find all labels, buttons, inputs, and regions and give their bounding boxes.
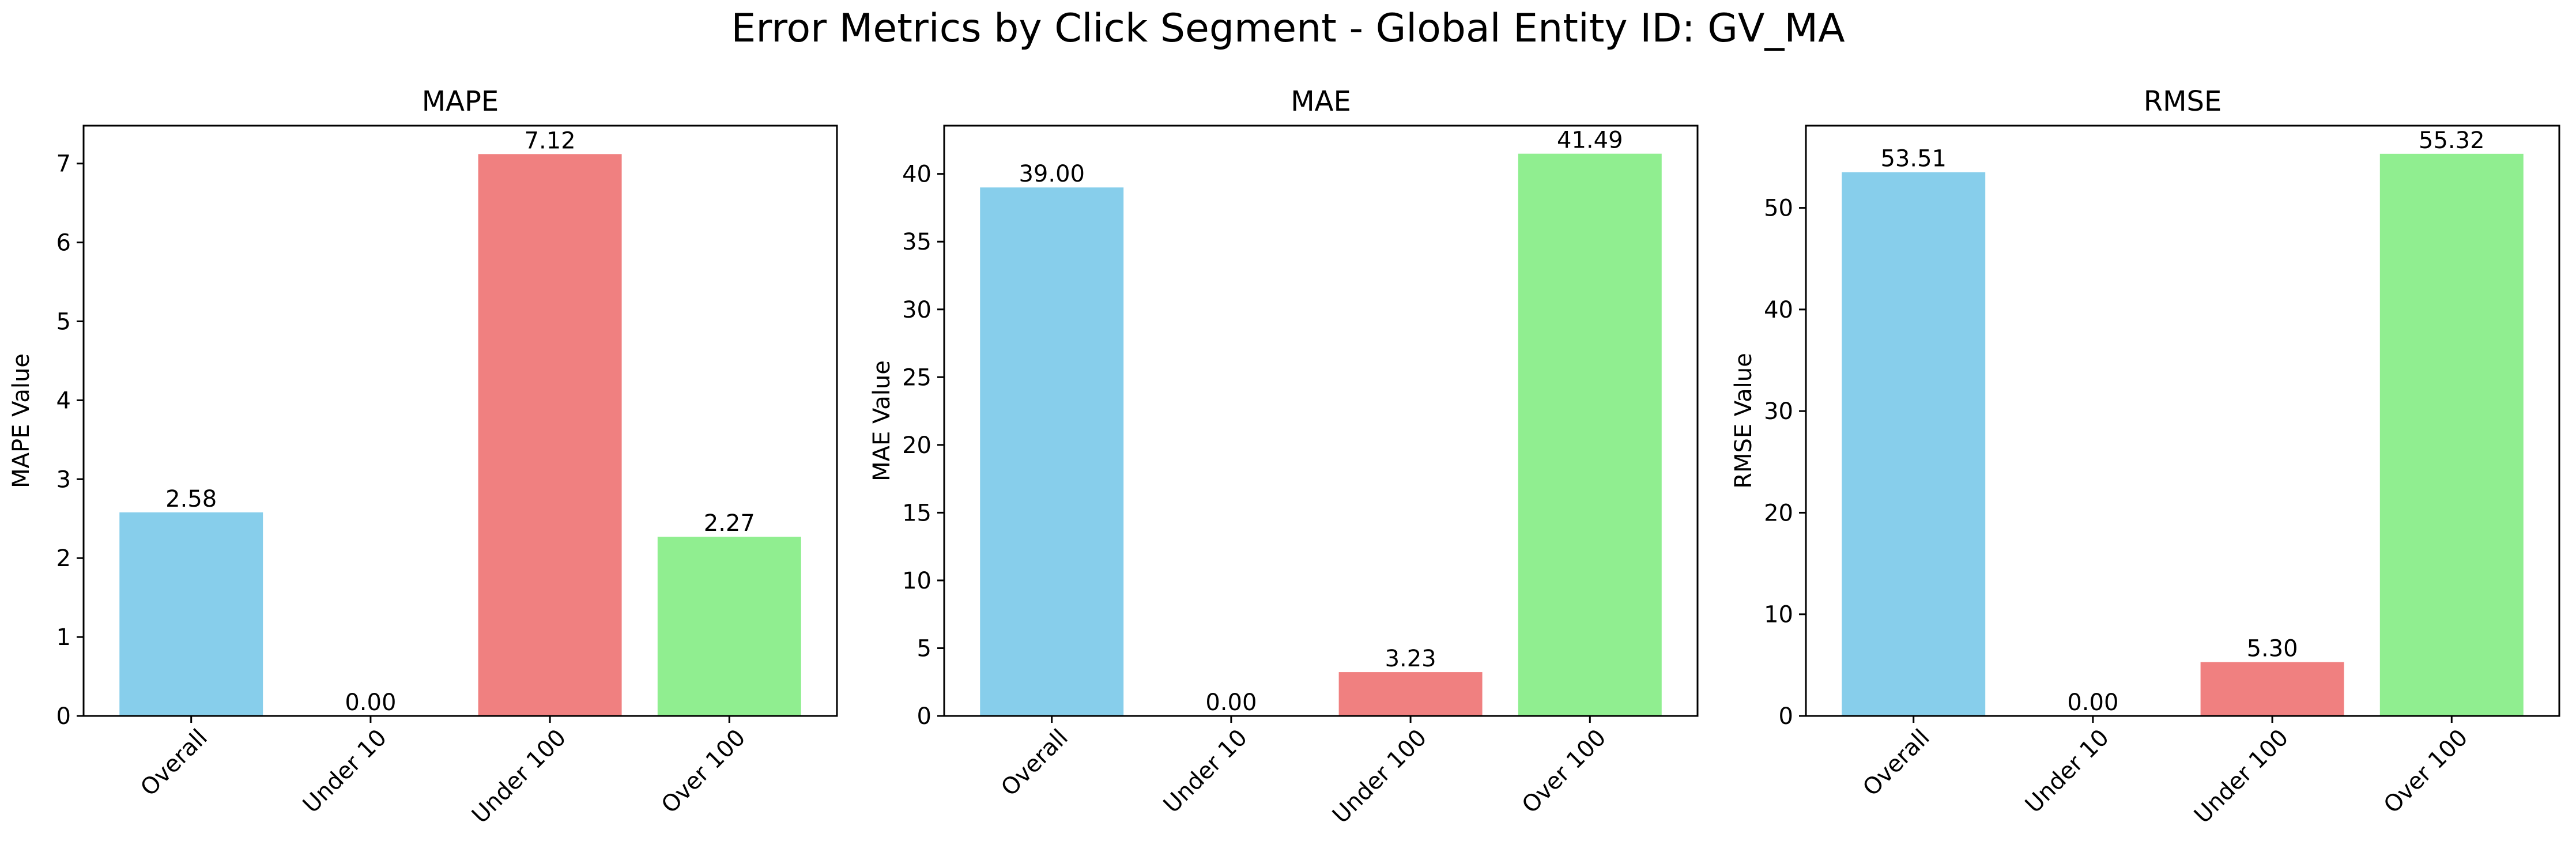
chart-rmse-title: RMSE [2144,85,2222,118]
chart-mape-value-label: 2.58 [165,486,217,512]
chart-mae-y-tick-label: 0 [917,703,931,730]
chart-rmse-bar [2379,153,2524,716]
chart-mae-y-tick-label: 25 [902,364,931,391]
chart-mae-y-tick-label: 10 [902,568,931,594]
chart-mae-x-tick-label: Overall [996,725,1073,802]
chart-rmse-x-tick-label: Overall [1858,725,1935,802]
chart-mae-axes-frame [943,125,1699,717]
chart-mae-value-label: 39.00 [1019,161,1085,187]
chart-mae-title: MAE [1291,85,1351,118]
chart-mape-x-tick-label: Under 100 [467,725,571,829]
chart-mape-value-label: 0.00 [345,689,396,716]
chart-mape-x-tick-label: Under 10 [298,725,392,819]
chart-mape-bar [119,512,263,716]
chart-rmse-value-label: 55.32 [2419,127,2485,154]
chart-mape-value-label: 2.27 [704,510,755,537]
chart-rmse-y-tick-label: 20 [1764,500,1793,526]
chart-mae-y-tick-label: 5 [917,635,931,662]
chart-rmse-x-tick-label: Over 100 [2379,725,2473,819]
chart-mape-y-tick-label: 3 [56,466,71,493]
chart-mape-axes-frame [82,125,838,717]
chart-mae-y-tick-label: 40 [902,161,931,188]
chart-mae-value-label: 41.49 [1557,127,1623,154]
chart-mae-y-axis-label: MAE Value [869,360,895,481]
chart-mae-y-tick-label: 15 [902,500,931,526]
figure-title: Error Metrics by Click Segment - Global … [731,6,1845,51]
chart-rmse-value-label: 0.00 [2067,689,2118,716]
chart-rmse-y-tick-label: 40 [1764,297,1793,323]
chart-rmse-value-label: 5.30 [2247,636,2298,662]
chart-mae-value-label: 3.23 [1385,646,1436,672]
chart-rmse-y-axis-label: RMSE Value [1730,353,1757,489]
chart-rmse-axes-frame [1805,125,2560,717]
chart-mae-bar [1338,672,1483,716]
chart-rmse-x-tick-label: Under 100 [2189,725,2294,829]
chart-mape-y-tick-label: 6 [56,230,71,257]
chart-rmse-y-tick-label: 30 [1764,398,1793,425]
chart-mape-y-tick-label: 7 [56,151,71,178]
chart-rmse-bar [1842,172,1986,716]
chart-mae-y-tick-label: 30 [902,297,931,323]
chart-mae-y-tick-label: 20 [902,432,931,459]
chart-rmse-value-label: 53.51 [1880,146,1947,172]
chart-mape-y-tick-label: 5 [56,309,71,335]
chart-mae-x-tick-label: Under 100 [1327,725,1432,829]
chart-mae-x-tick-label: Over 100 [1517,725,1612,819]
chart-mape-y-axis-label: MAPE Value [8,353,35,488]
chart-mape-title: MAPE [422,85,499,118]
chart-mae-value-label: 0.00 [1205,689,1257,716]
chart-rmse-y-tick-label: 10 [1764,602,1793,628]
chart-mae-bar [980,187,1124,717]
chart-rmse-y-tick-label: 0 [1779,703,1793,730]
chart-rmse-x-tick-label: Under 10 [2020,725,2114,819]
chart-mae-y-tick-label: 35 [902,229,931,255]
chart-mape-y-tick-label: 2 [56,545,71,572]
chart-mape-y-tick-label: 0 [56,703,71,730]
chart-mape-bar [657,537,801,716]
chart-mape-bar [478,154,622,716]
chart-mape-y-tick-label: 1 [56,624,71,651]
chart-rmse-bar [2200,662,2344,716]
chart-mae-bar [1518,153,1662,717]
chart-mape-y-tick-label: 4 [56,387,71,414]
chart-rmse-y-tick-label: 50 [1764,195,1793,222]
chart-mape-x-tick-label: Overall [135,725,213,802]
chart-mape-x-tick-label: Over 100 [657,725,751,819]
chart-mae-x-tick-label: Under 10 [1159,725,1253,819]
chart-mape-value-label: 7.12 [525,127,576,154]
